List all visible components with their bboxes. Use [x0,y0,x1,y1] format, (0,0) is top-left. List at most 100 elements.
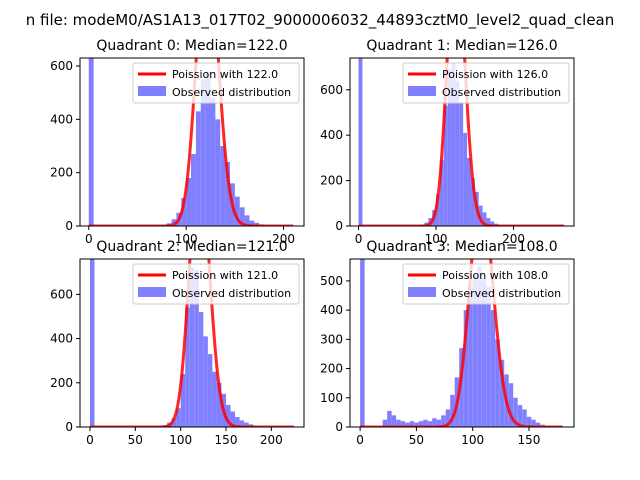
histogram-bar [418,421,424,427]
x-tick-label: 0 [355,232,363,246]
quadrant-2-legend: Poission with 121.0 Observed distribution [132,263,300,305]
histogram-bar [486,218,491,226]
histogram-bar [441,415,446,427]
histogram-bar [244,215,250,226]
quadrant-2-title: Quadrant 2: Median=121.0 [96,239,287,255]
histogram-bar [414,422,419,427]
histogram-bar [499,359,505,427]
histogram-bar [391,415,397,427]
histogram-bar [436,194,440,226]
x-tick-label: 200 [272,232,295,246]
histogram-bar [194,270,199,427]
histogram-bar [234,196,240,226]
histogram-bar [405,422,410,427]
y-tick-label: 0 [335,219,343,233]
histogram-bar [210,98,216,226]
histogram-bar [220,146,226,226]
histogram-bar [436,419,442,427]
histogram-bar [198,312,204,427]
histogram-bar [427,421,433,427]
x-tick-label: 0 [86,433,94,447]
histogram-bar [531,419,536,427]
figure-suptitle: n file: modeM0/AS1A13_017T02_9000006032_… [26,11,615,30]
histogram-bar [239,420,245,427]
y-tick-label: 100 [320,391,343,405]
quadrant-2-axes-frame [79,258,305,428]
histogram-bar [225,162,230,226]
quadrant-3-panel: 0 50 100 150 0 100 200 300 400 500 Poission with 1… [320,239,575,447]
y-tick-label: 200 [50,376,73,390]
y-tick-label: 200 [320,362,343,376]
legend-bar-swatch [408,287,436,297]
quadrant-3-plot-area [359,259,564,427]
legend-label: Poission with 126.0 [442,68,548,81]
histogram-bar [200,79,206,226]
legend-label: Poission with 108.0 [442,269,548,282]
histogram-bar [181,198,187,226]
y-tick-label: 400 [50,112,73,126]
histogram-bar [482,212,487,226]
histogram-bar [459,348,464,427]
quadrant-2-panel: 0 50 100 150 200 0 200 400 600 Poission with 121.… [50,239,305,447]
y-tick-label: 600 [50,59,73,73]
histogram-bar [495,339,500,427]
histogram-bar [439,160,444,226]
histogram-bar [185,307,190,427]
histogram-bar [451,62,456,226]
y-tick-label: 600 [320,83,343,97]
histogram-bar [481,277,487,427]
y-tick-label: 200 [320,174,343,188]
x-tick-label: 0 [85,232,93,246]
x-tick-label: 100 [175,232,198,246]
histogram-bar [463,132,468,226]
histogram-bar [508,383,514,427]
histogram-bar [230,411,236,427]
histogram-bar [463,310,469,427]
y-tick-label: 400 [320,128,343,142]
quadrant-1-title: Quadrant 1: Median=126.0 [366,38,557,54]
histogram-bar [490,310,496,427]
histogram-bar [171,418,177,427]
histogram-bar [235,417,240,427]
histogram-bar [89,259,95,427]
y-tick-label: 300 [320,332,343,346]
quadrant-0-legend: Poission with 122.0 Observed distribution [132,62,300,104]
histogram-bar [423,419,428,427]
legend-bar-swatch [408,86,436,96]
histogram-bar [387,410,392,427]
histogram-bar [486,286,491,427]
histogram-bar [171,219,177,226]
histogram-bar [186,178,192,226]
histogram-bar [447,69,452,226]
quadrant-3-title: Quadrant 3: Median=108.0 [366,239,557,255]
quadrant-1-legend: Poission with 126.0 Observed distribution [402,62,570,104]
quadrant-3-legend: Poission with 108.0 Observed distribution [402,263,570,305]
histogram-bar [467,157,471,226]
x-tick-label: 150 [215,433,238,447]
legend-frame [132,62,300,104]
legend-frame [402,263,570,305]
histogram-bar [360,259,365,427]
quadrant-0-title: Quadrant 0: Median=122.0 [96,38,287,54]
histogram-bar [226,404,231,427]
histogram-bar [239,207,245,226]
histogram-bar [203,336,208,427]
histogram-bar [526,416,532,427]
histogram-bar [459,103,464,226]
x-tick-label: 0 [356,433,364,447]
legend-label: Poission with 122.0 [172,68,278,81]
x-tick-label: 150 [518,433,541,447]
histogram-bar [468,286,473,427]
histogram-bar [180,373,186,427]
y-tick-label: 200 [50,166,73,180]
x-tick-label: 100 [425,232,448,246]
y-tick-label: 600 [50,287,73,301]
legend-bar-swatch [138,287,166,297]
histogram-bar [472,275,478,427]
quadrant-1-axes-frame [349,57,575,227]
histogram-bar [455,80,460,226]
histogram-bar [450,394,455,427]
histogram-bar [535,422,541,427]
histogram-bar [358,58,363,226]
quadrant-2-plot-area [89,259,295,427]
